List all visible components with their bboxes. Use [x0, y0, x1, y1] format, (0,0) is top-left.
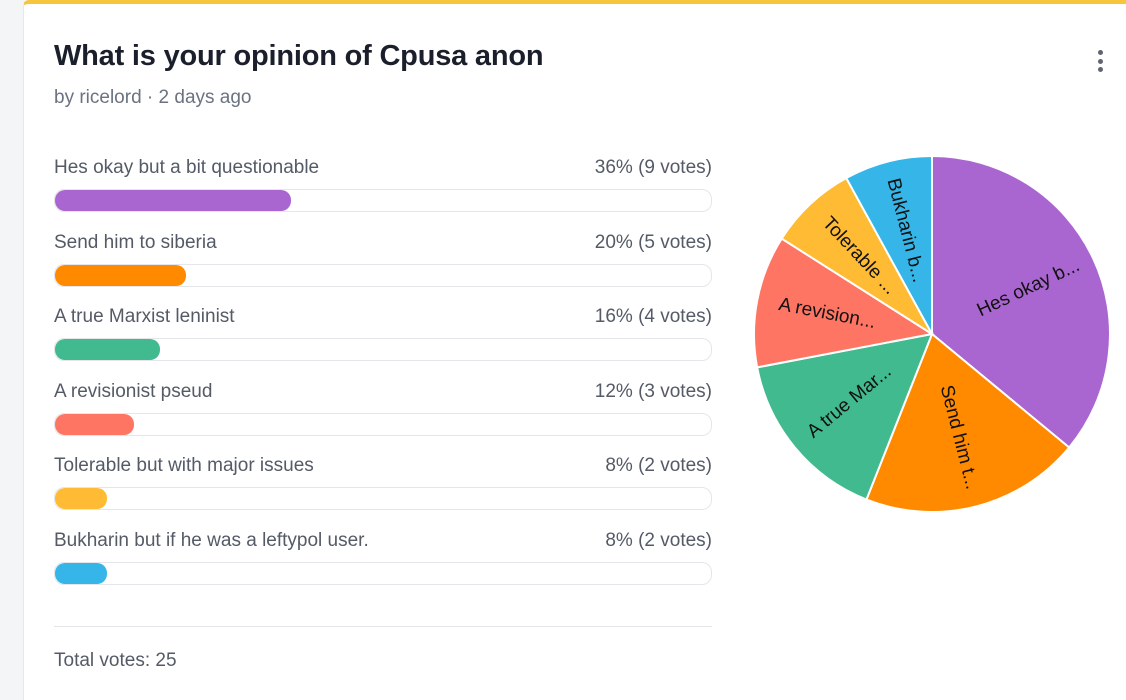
pie-slice [753, 237, 935, 369]
poll-title: What is your opinion of Cpusa anon [54, 40, 544, 72]
pie-slice [755, 332, 934, 501]
option-count: 20% (5 votes) [594, 232, 712, 253]
pie-slice [844, 154, 933, 335]
option-label: Bukharin but if he was a leftypol user. [54, 530, 369, 551]
total-votes: Total votes: 25 [54, 650, 177, 671]
option-count: 36% (9 votes) [594, 157, 712, 178]
vertical-ellipsis-icon[interactable] [1090, 46, 1110, 76]
poll-byline: by ricelord · 2 days ago [54, 87, 252, 108]
option-count: 8% (2 votes) [605, 530, 712, 551]
option-label: Send him to siberia [54, 232, 217, 253]
pie-slice [931, 154, 1111, 449]
option-progress-fill [55, 190, 292, 211]
option-label: Hes okay but a bit questionable [54, 157, 320, 178]
option-label: A true Marxist leninist [54, 306, 235, 327]
option-progress-bar [54, 189, 712, 212]
pie-chart: Hes okay b...Send him t...A true Mar...A… [753, 154, 1111, 513]
option-progress-fill [55, 265, 187, 286]
option-label: A revisionist pseud [54, 381, 213, 402]
option-label: Tolerable but with major issues [54, 455, 314, 476]
pie-slice [865, 332, 1071, 513]
option-progress-bar [54, 562, 712, 585]
option-progress-bar [54, 264, 712, 287]
option-progress-bar [54, 338, 712, 361]
poll-card: What is your opinion of Cpusa anon by ri… [23, 0, 1126, 700]
option-progress-fill [55, 414, 134, 435]
option-progress-bar [54, 487, 712, 510]
option-count: 8% (2 votes) [605, 455, 712, 476]
option-count: 16% (4 votes) [594, 306, 712, 327]
option-progress-bar [54, 413, 712, 436]
option-progress-fill [55, 339, 160, 360]
pie-slice [780, 176, 933, 335]
option-count: 12% (3 votes) [594, 381, 712, 402]
divider [54, 626, 712, 627]
option-progress-fill [55, 488, 108, 509]
option-progress-fill [55, 563, 108, 584]
